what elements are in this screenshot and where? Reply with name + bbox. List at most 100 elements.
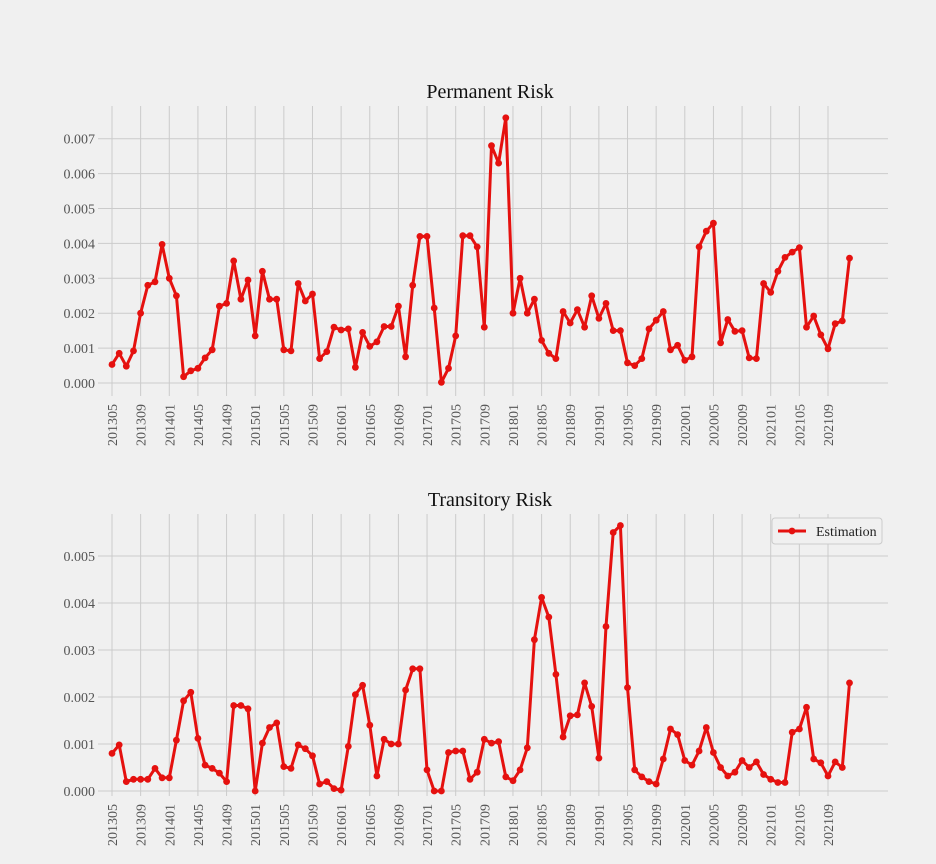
y-tick-label: 0.000 bbox=[64, 377, 96, 392]
x-tick-label: 201501 bbox=[249, 804, 264, 846]
data-point bbox=[824, 772, 832, 780]
data-point bbox=[846, 254, 853, 262]
data-point bbox=[115, 349, 123, 357]
data-point bbox=[466, 232, 474, 240]
data-point bbox=[502, 773, 510, 781]
data-point bbox=[251, 332, 259, 340]
legend: Estimation bbox=[771, 517, 883, 545]
x-tick-label: 202005 bbox=[707, 804, 722, 846]
data-point bbox=[767, 775, 775, 783]
data-point bbox=[287, 347, 295, 355]
data-point bbox=[344, 325, 352, 333]
y-tick-label: 0.002 bbox=[64, 691, 96, 706]
x-tick-label: 201609 bbox=[392, 804, 407, 846]
y-tick-label: 0.001 bbox=[64, 738, 96, 753]
data-point bbox=[273, 719, 281, 727]
data-point bbox=[251, 787, 259, 795]
data-point bbox=[201, 354, 209, 362]
data-point bbox=[173, 292, 180, 300]
data-point bbox=[638, 773, 646, 781]
x-tick-label: 201305 bbox=[106, 804, 121, 846]
data-point bbox=[538, 337, 545, 344]
data-point bbox=[609, 529, 617, 536]
x-tick-label: 202101 bbox=[765, 804, 780, 846]
data-point bbox=[695, 243, 703, 251]
data-point bbox=[645, 325, 653, 333]
x-tick-label: 201405 bbox=[192, 804, 207, 846]
data-point bbox=[223, 300, 231, 307]
data-point bbox=[702, 227, 710, 235]
data-point bbox=[237, 702, 245, 709]
data-point bbox=[588, 703, 596, 710]
legend-label: Estimation bbox=[816, 525, 877, 540]
x-tick-label: 201709 bbox=[478, 404, 493, 446]
y-tick-label: 0.005 bbox=[64, 550, 96, 565]
data-point bbox=[409, 665, 417, 673]
chart-title: Permanent Risk bbox=[426, 81, 553, 103]
data-point bbox=[216, 769, 223, 777]
x-tick-label: 201605 bbox=[364, 804, 379, 846]
data-point bbox=[724, 316, 732, 323]
data-point bbox=[180, 697, 188, 705]
data-point bbox=[330, 785, 338, 792]
chart-title: Transitory Risk bbox=[428, 489, 552, 511]
data-point bbox=[402, 353, 409, 361]
data-point bbox=[438, 378, 445, 386]
data-point bbox=[122, 778, 130, 785]
x-tick-label: 201905 bbox=[622, 804, 637, 846]
data-point bbox=[781, 779, 789, 786]
data-point bbox=[144, 281, 152, 289]
data-point bbox=[309, 290, 316, 298]
x-tick-label: 201401 bbox=[163, 804, 178, 846]
x-tick-label: 201601 bbox=[335, 404, 350, 446]
data-point bbox=[366, 343, 374, 350]
data-point bbox=[781, 254, 789, 261]
series-line bbox=[110, 524, 851, 793]
x-tick-label: 201705 bbox=[450, 804, 465, 846]
data-point bbox=[244, 705, 252, 713]
data-point bbox=[430, 787, 438, 795]
y-tick-label: 0.001 bbox=[64, 342, 96, 357]
data-point bbox=[359, 329, 366, 336]
y-tick-label: 0.002 bbox=[64, 307, 96, 322]
x-tick-label: 201505 bbox=[278, 404, 293, 446]
data-point bbox=[502, 114, 510, 122]
data-point bbox=[352, 363, 359, 371]
data-point bbox=[158, 241, 166, 248]
data-point bbox=[545, 613, 553, 621]
data-point bbox=[745, 764, 753, 771]
data-point bbox=[803, 323, 810, 331]
x-tick-label: 201801 bbox=[507, 404, 522, 446]
data-point bbox=[194, 364, 202, 372]
data-point bbox=[638, 355, 646, 362]
data-point bbox=[624, 684, 631, 691]
x-tick-label: 202009 bbox=[736, 404, 751, 446]
data-point bbox=[817, 759, 825, 767]
data-point bbox=[423, 766, 431, 774]
data-point bbox=[724, 772, 732, 780]
data-point bbox=[208, 765, 216, 772]
data-point bbox=[151, 765, 159, 772]
data-point bbox=[838, 764, 846, 771]
data-point bbox=[824, 345, 832, 353]
data-point bbox=[445, 749, 452, 756]
y-tick-label: 0.007 bbox=[64, 133, 96, 148]
x-tick-label: 201805 bbox=[536, 804, 551, 846]
data-point bbox=[495, 738, 502, 745]
y-tick-label: 0.003 bbox=[64, 272, 96, 287]
data-point bbox=[237, 295, 245, 303]
data-point bbox=[208, 346, 216, 354]
data-point bbox=[194, 735, 202, 742]
data-point bbox=[624, 359, 631, 367]
data-point bbox=[380, 735, 388, 743]
data-point bbox=[617, 522, 624, 529]
data-point bbox=[667, 725, 674, 733]
data-point bbox=[137, 309, 145, 317]
x-tick-label: 201409 bbox=[221, 404, 236, 446]
data-point bbox=[230, 702, 238, 709]
data-point bbox=[617, 327, 624, 334]
data-point bbox=[244, 276, 252, 284]
data-point bbox=[516, 274, 524, 282]
data-point bbox=[831, 320, 839, 328]
data-point bbox=[438, 787, 445, 795]
